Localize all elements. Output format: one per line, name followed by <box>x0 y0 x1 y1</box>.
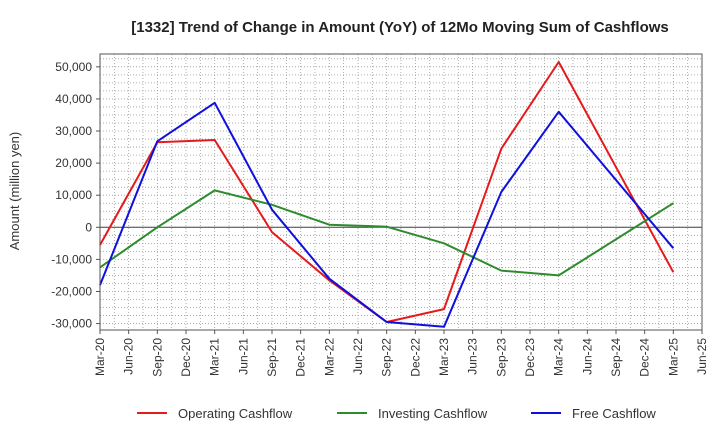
x-tick-label: Dec-21 <box>294 338 308 377</box>
x-tick-label: Sep-24 <box>609 338 623 377</box>
x-tick-label: Mar-22 <box>322 338 336 376</box>
series-line-investing-cashflow <box>99 189 674 277</box>
y-tick-label: -30,000 <box>51 317 92 331</box>
x-tick-label: Mar-21 <box>208 338 222 376</box>
x-tick-label: Mar-20 <box>93 338 107 376</box>
x-tick-label: Jun-22 <box>351 338 365 375</box>
x-tick-labels: Mar-20 Jun-20 Sep-20 Dec-20 Mar-21 Jun-21 Sep-… <box>93 330 709 377</box>
legend: Operating Cashflow Investing Cashflow Free… <box>137 406 656 421</box>
x-tick-label: Jun-20 <box>122 338 136 375</box>
series-lines <box>99 61 675 328</box>
series-line-free-cashflow <box>99 101 675 328</box>
y-tick-label: -20,000 <box>51 284 92 298</box>
plot-area <box>99 53 703 331</box>
x-tick-label: Jun-25 <box>695 338 709 375</box>
y-tick-labels: 50,000 40,000 30,000 20,000 10,000 0 -10,000 -2… <box>51 60 100 331</box>
legend-entry: Investing Cashflow <box>378 406 488 421</box>
x-tick-label: Mar-23 <box>437 338 451 376</box>
x-tick-label: Jun-23 <box>466 338 480 375</box>
chart-title: [1332] Trend of Change in Amount (YoY) o… <box>131 19 669 36</box>
y-tick-label: 0 <box>85 220 92 234</box>
x-tick-label: Dec-23 <box>523 338 537 377</box>
y-tick-label: 30,000 <box>55 124 92 138</box>
y-tick-label: 50,000 <box>55 60 92 74</box>
x-tick-label: Mar-24 <box>552 338 566 376</box>
y-tick-label: -10,000 <box>51 252 92 266</box>
y-tick-label: 40,000 <box>55 92 92 106</box>
y-axis-label: Amount (million yen) <box>7 132 22 251</box>
x-tick-label: Mar-25 <box>666 338 680 376</box>
grid-lines <box>99 54 703 330</box>
y-tick-label: 10,000 <box>55 188 92 202</box>
x-tick-label: Jun-24 <box>580 338 594 375</box>
x-tick-label: Dec-22 <box>408 338 422 377</box>
y-tick-label: 20,000 <box>55 156 92 170</box>
legend-entry: Free Cashflow <box>572 406 656 421</box>
x-tick-label: Sep-23 <box>494 338 508 377</box>
x-tick-label: Dec-20 <box>179 338 193 377</box>
x-tick-label: Dec-24 <box>638 338 652 377</box>
x-tick-label: Sep-20 <box>150 338 164 377</box>
x-tick-label: Sep-21 <box>265 338 279 377</box>
x-tick-label: Jun-21 <box>236 338 250 375</box>
legend-entry: Operating Cashflow <box>178 406 293 421</box>
plot-border <box>99 53 703 331</box>
x-tick-label: Sep-22 <box>380 338 394 377</box>
